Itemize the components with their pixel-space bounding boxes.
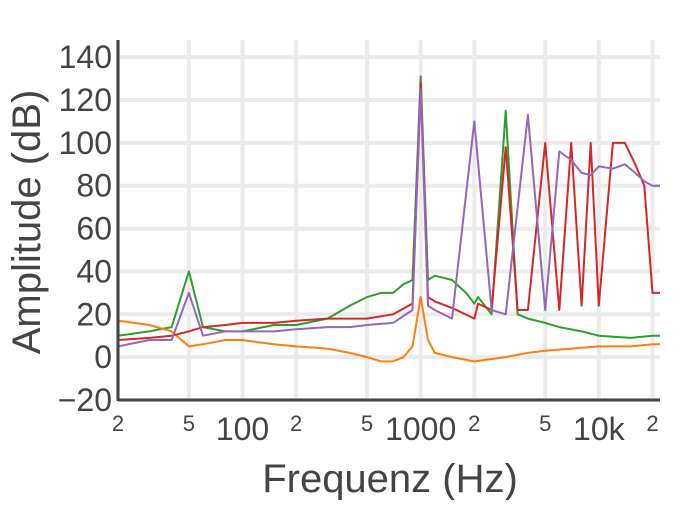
y-tick-label: 80 bbox=[76, 168, 112, 204]
axes bbox=[116, 40, 660, 402]
x-minor-tick-label: 2 bbox=[468, 411, 480, 436]
series-line-2 bbox=[117, 296, 660, 363]
series-line-3 bbox=[117, 81, 660, 341]
y-tick-label: 20 bbox=[76, 296, 112, 332]
series-line-4 bbox=[117, 88, 660, 348]
x-tick-label: 10k bbox=[573, 411, 626, 447]
x-tick-label: 100 bbox=[216, 411, 269, 447]
y-tick-label: 40 bbox=[76, 253, 112, 289]
y-tick-label: 100 bbox=[59, 125, 112, 161]
x-minor-tick-label: 5 bbox=[361, 411, 373, 436]
x-minor-tick-label: 2 bbox=[646, 411, 658, 436]
x-tick-label: 1000 bbox=[385, 411, 456, 447]
x-minor-tick-label: 2 bbox=[112, 411, 124, 436]
y-tick-label: 120 bbox=[59, 82, 112, 118]
tick-labels: −20 0 20 40 60 80 100 120 140 100 1000 10k 2 5 2 5 2 5 2 bbox=[58, 39, 659, 447]
y-tick-label: −20 bbox=[58, 382, 112, 418]
y-tick-label: 140 bbox=[59, 39, 112, 75]
grid bbox=[116, 40, 660, 402]
x-minor-tick-label: 5 bbox=[539, 411, 551, 436]
x-axis-label: Frequenz (Hz) bbox=[262, 457, 518, 500]
x-minor-tick-label: 5 bbox=[183, 411, 195, 436]
x-minor-tick-label: 2 bbox=[290, 411, 302, 436]
y-axis-label: Amplitude (dB) bbox=[5, 90, 49, 355]
y-tick-label: 60 bbox=[76, 211, 112, 247]
series-layer bbox=[117, 75, 660, 363]
series-line-1 bbox=[117, 75, 660, 339]
y-tick-label: 0 bbox=[94, 339, 112, 375]
